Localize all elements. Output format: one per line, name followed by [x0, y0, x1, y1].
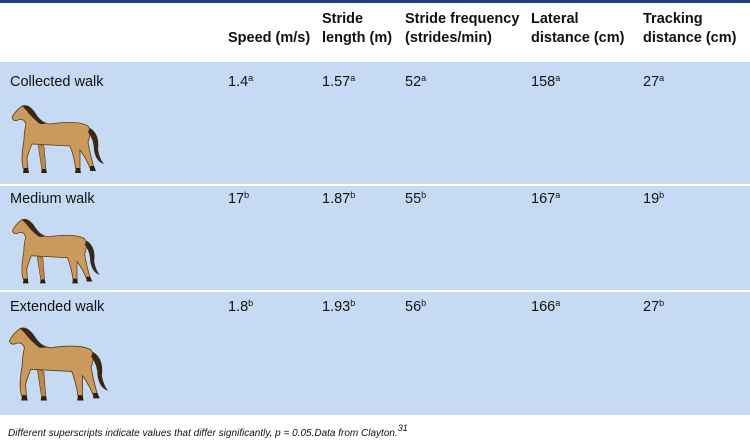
superscript: a [248, 73, 254, 83]
value: 167 [531, 191, 556, 207]
superscript: a [555, 73, 561, 83]
cell-value: 52a [405, 73, 427, 91]
cell-value: 19b [643, 190, 665, 208]
superscript: b [350, 190, 356, 200]
cell-value: 1.87b [322, 190, 356, 208]
value: 1.87 [322, 191, 351, 207]
row-label: Collected walk [10, 74, 104, 90]
footnote: Different superscripts indicate values t… [8, 424, 408, 440]
superscript: b [421, 298, 427, 308]
value: 1.4 [228, 74, 249, 90]
footnote-text: Different superscripts indicate values t… [8, 428, 398, 439]
column-header: Lateral distance (cm) [531, 11, 625, 46]
superscript: a [555, 190, 561, 200]
superscript: b [421, 190, 427, 200]
cell-value: 56b [405, 298, 427, 316]
cell-value: 55b [405, 190, 427, 208]
cell-value: 1.93b [322, 298, 356, 316]
cell-value: 1.8b [228, 298, 254, 316]
value: 166 [531, 299, 556, 315]
header-row [0, 3, 750, 62]
column-header: Stride length (m) [322, 11, 393, 46]
value: 158 [531, 74, 556, 90]
column-header: Stride frequency (strides/min) [405, 11, 520, 46]
cell-value: 17b [228, 190, 250, 208]
cell-value: 27a [643, 73, 665, 91]
footnote-ref: 31 [397, 423, 408, 433]
cell-value: 1.57a [322, 73, 356, 91]
value: 55 [405, 191, 422, 207]
value: 27 [643, 74, 660, 90]
value: 52 [405, 74, 422, 90]
footnote-row: Different superscripts indicate values t… [0, 415, 750, 447]
horse-illustration [11, 105, 105, 174]
superscript: b [244, 190, 250, 200]
superscript: b [659, 298, 665, 308]
value: 1.93 [322, 299, 351, 315]
value: 27 [643, 299, 660, 315]
superscript: a [555, 298, 561, 308]
horse-illustration [11, 218, 101, 284]
superscript: a [350, 73, 356, 83]
cell-value: 27b [643, 298, 665, 316]
value: 1.57 [322, 74, 351, 90]
superscript: a [659, 73, 665, 83]
row-separator [0, 184, 750, 186]
cell-value: 158a [531, 73, 561, 91]
column-header: Speed (m/s) [228, 30, 311, 46]
value: 17 [228, 191, 245, 207]
superscript: b [659, 190, 665, 200]
value: 56 [405, 299, 422, 315]
top-bar [0, 0, 750, 3]
cell-value: 166a [531, 298, 561, 316]
row-label: Extended walk [10, 299, 105, 315]
cell-value: 167a [531, 190, 561, 208]
value: 19 [643, 191, 660, 207]
cell-value: 1.4a [228, 73, 254, 91]
horse-illustration [8, 327, 109, 402]
row-separator [0, 290, 750, 292]
superscript: b [248, 298, 254, 308]
column-header: Tracking distance (cm) [643, 11, 737, 46]
superscript: a [421, 73, 427, 83]
row-label: Medium walk [10, 191, 95, 207]
value: 1.8 [228, 299, 249, 315]
superscript: b [350, 298, 356, 308]
